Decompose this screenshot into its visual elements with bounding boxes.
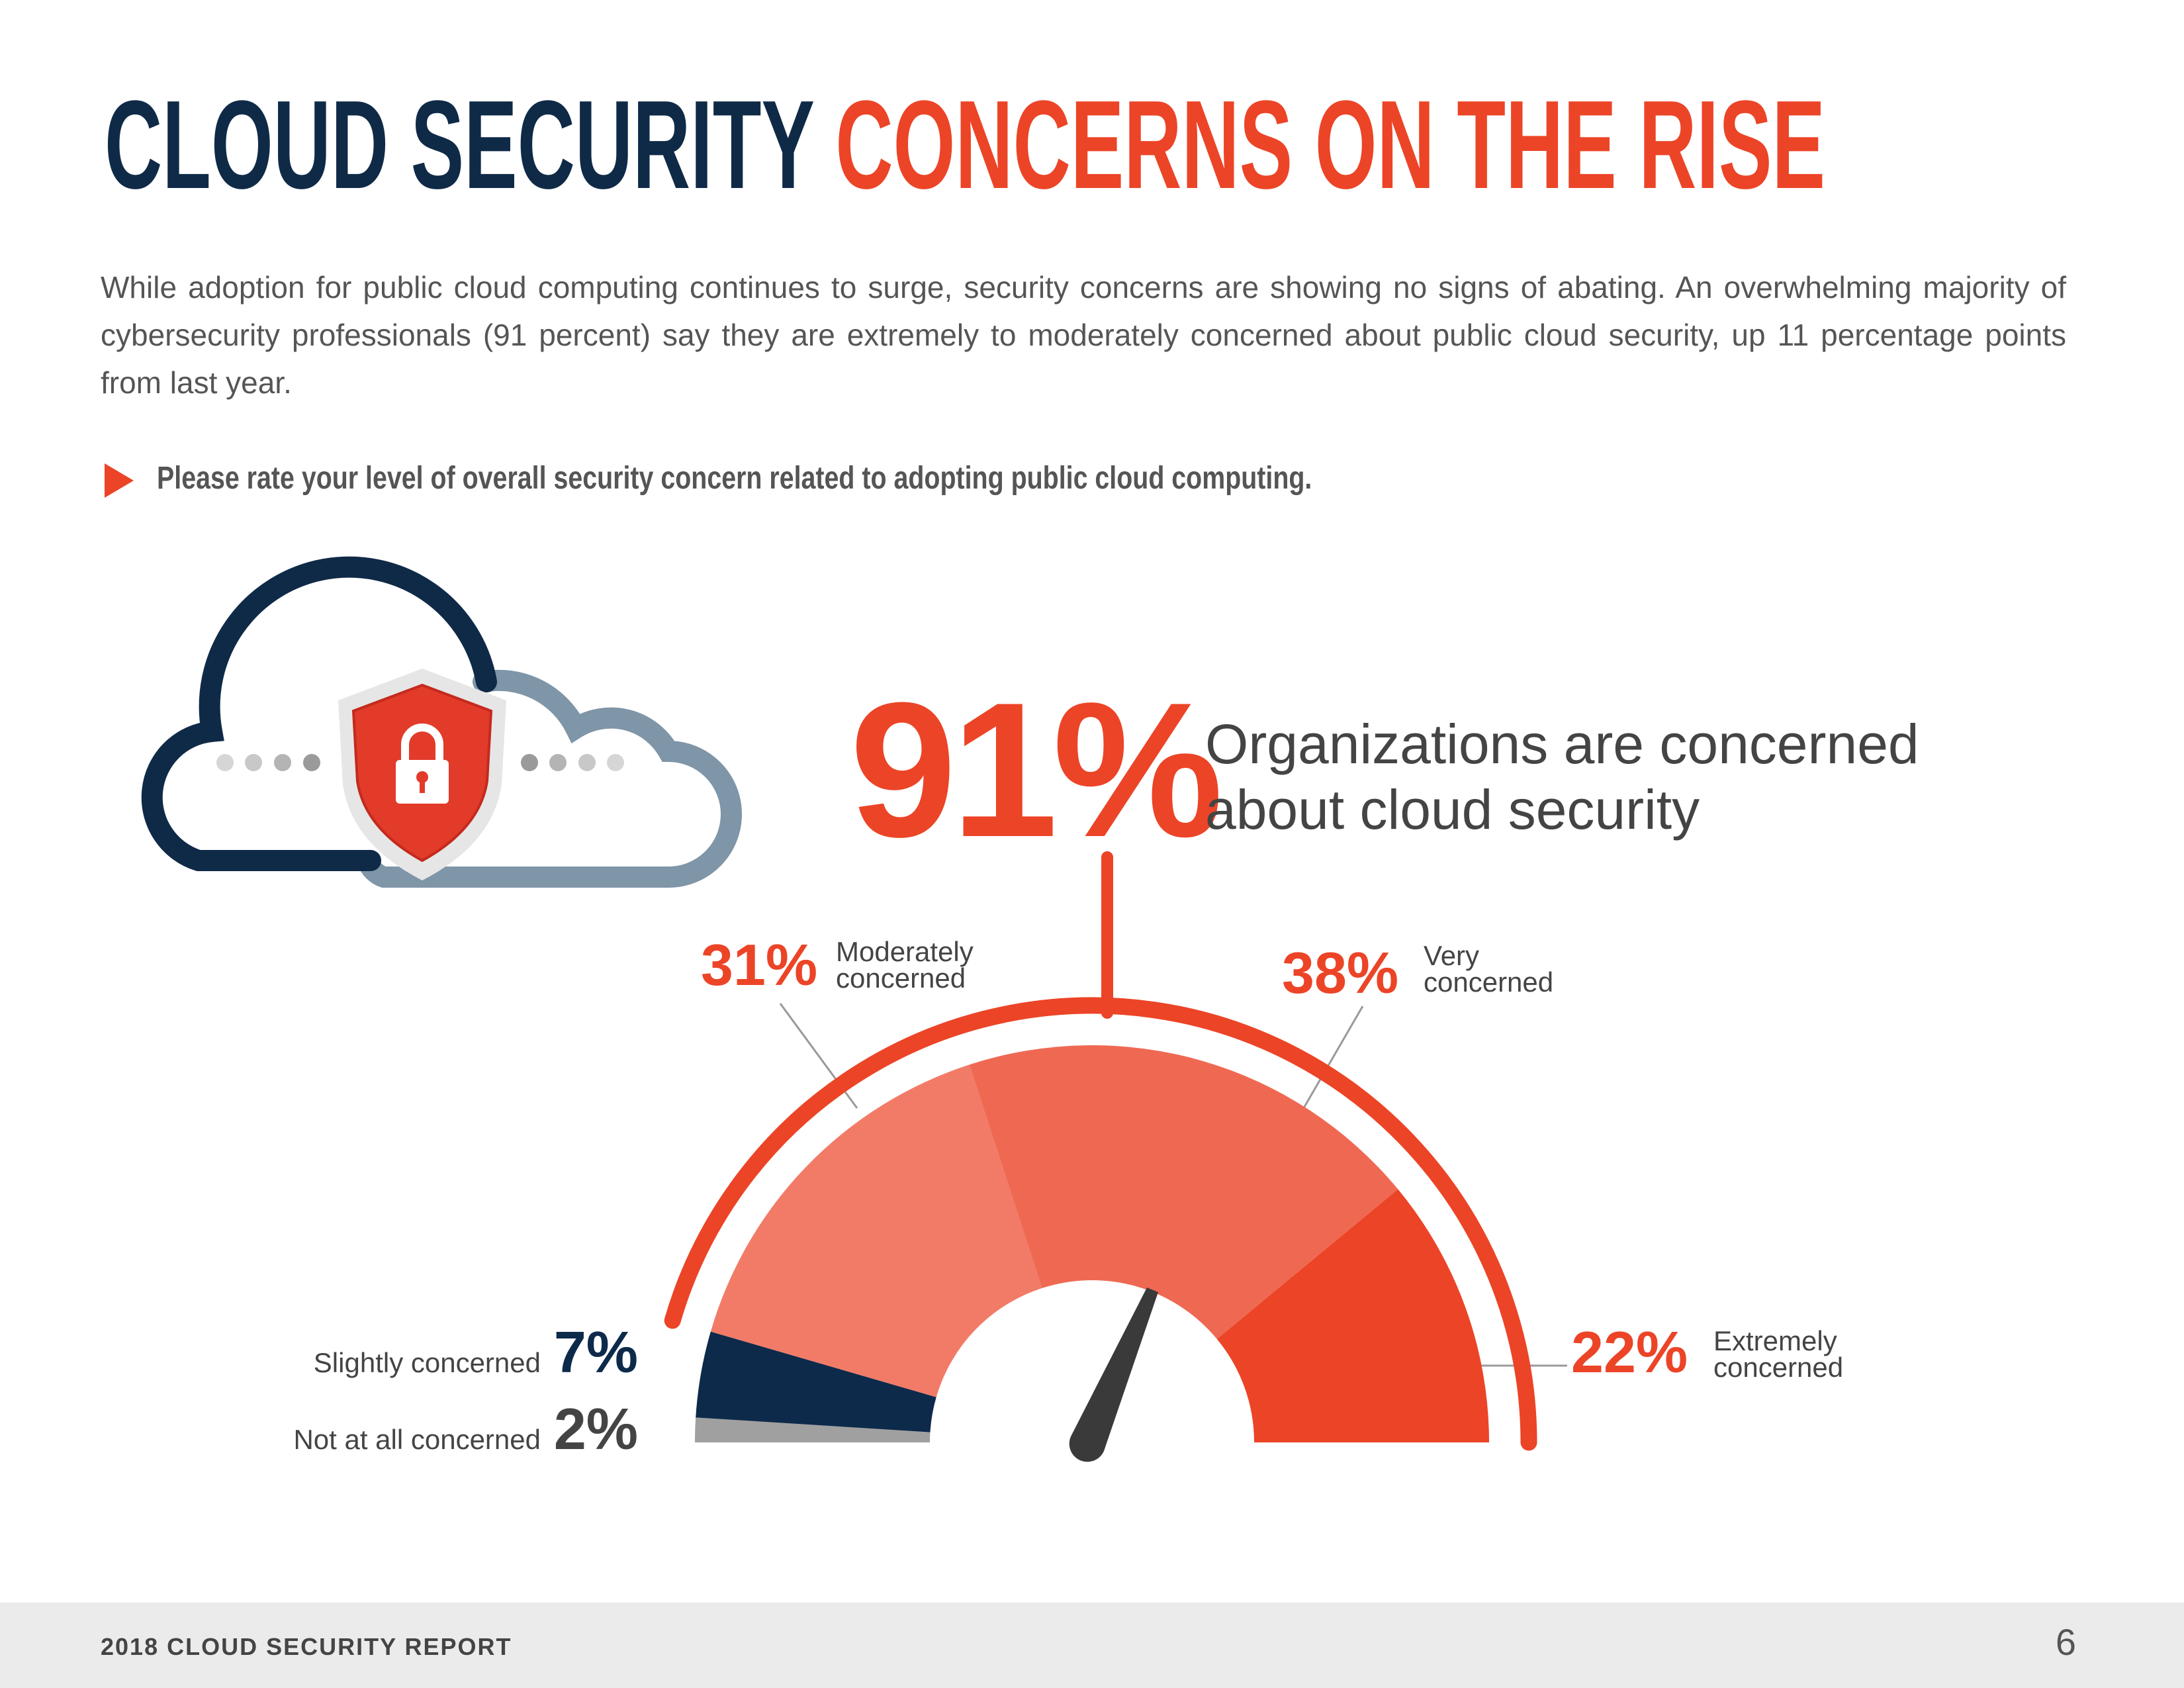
page-number: 6 (2056, 1621, 2076, 1663)
category-label: Very concerned (1424, 940, 1553, 998)
value-label: 2% (554, 1396, 638, 1462)
footer-band (0, 1603, 2184, 1688)
cloud-icon (141, 556, 742, 888)
question-text: Please rate your level of overall securi… (157, 461, 1312, 496)
title-accent: CONCERNS ON THE RISE (835, 75, 1825, 215)
gauge-segment (710, 1064, 1042, 1397)
headline-value: 91% (850, 663, 1220, 877)
gauge-segment (969, 1045, 1398, 1339)
footer-report: 2018 CLOUD SECURITY REPORT (101, 1633, 512, 1660)
page-title: CLOUD SECURITY CONCERNS ON THE RISE (105, 75, 1825, 215)
value-label: 22% (1571, 1319, 1688, 1385)
gauge-segment (695, 1417, 931, 1442)
cloud-back (357, 669, 742, 888)
needle (1069, 1288, 1158, 1462)
title-dark: CLOUD SECURITY (105, 75, 813, 215)
value-label: 38% (1282, 940, 1398, 1006)
category-label: Extremely concerned (1713, 1325, 1843, 1383)
value-label: 31% (701, 932, 817, 998)
headline-text: Organizations are concerned about cloud s… (1205, 713, 1919, 841)
value-label: 7% (554, 1319, 638, 1385)
dots (216, 754, 624, 771)
category-label: Not at all concerned (293, 1424, 541, 1455)
gauge-segment (1216, 1189, 1489, 1442)
category-label: Slightly concerned (314, 1347, 541, 1378)
cloud-front (141, 556, 497, 871)
question-marker (105, 463, 134, 498)
category-label: Moderately concerned (836, 936, 974, 994)
gauge-segment (696, 1331, 936, 1432)
headline-arc (664, 997, 1537, 1451)
intro-text: While adoption for public cloud computin… (101, 270, 2066, 400)
